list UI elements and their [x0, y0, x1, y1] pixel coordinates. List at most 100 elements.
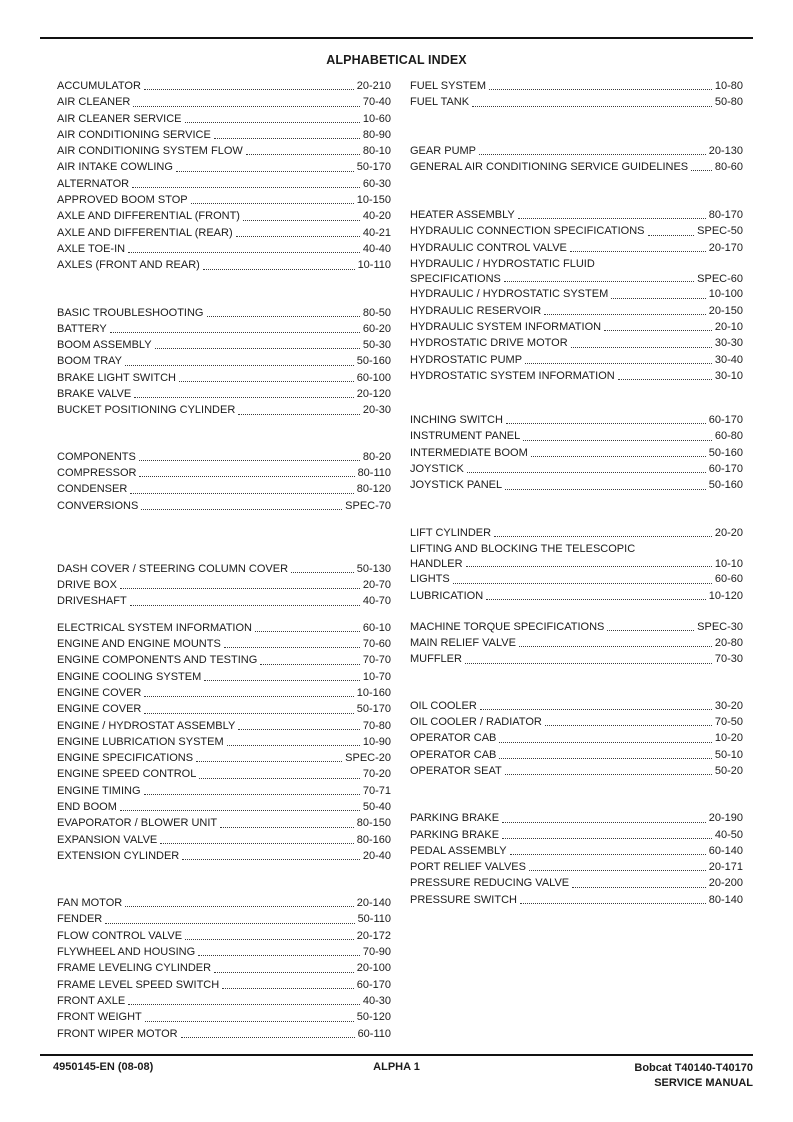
index-entry: BUCKET POSITIONING CYLINDER 20-30 [57, 402, 391, 418]
index-entry: INSTRUMENT PANEL 60-80 [410, 428, 743, 444]
index-entry-title: OIL COOLER [410, 699, 477, 712]
index-entry-title: SPECIFICATIONS [410, 273, 501, 286]
index-entry-title: PARKING BRAKE [410, 812, 500, 825]
index-entry-title: AXLE AND DIFFERENTIAL (FRONT) [57, 210, 240, 223]
index-entry: OIL COOLER 30-20 [410, 698, 743, 714]
index-entry-title: AXLE TOE-IN [57, 242, 126, 255]
footer-page-label: ALPHA 1 [373, 1061, 420, 1073]
dot-leader [160, 842, 354, 844]
top-rule [40, 37, 753, 39]
index-entry-title: LUBRICATION [410, 589, 484, 602]
page-ref: 40-20 [362, 210, 391, 223]
index-entry: ENGINE COVER 10-160 [57, 685, 391, 701]
index-entry-row: LUBRICATION 10-120 [410, 588, 743, 604]
index-entry: END BOOM 50-40 [57, 799, 391, 815]
index-entry-row: FUEL SYSTEM 10-80 [410, 78, 743, 94]
page-ref: 70-20 [362, 768, 391, 781]
dot-leader [238, 728, 360, 730]
index-section-h: HEATER ASSEMBLY 80-170 HYDRAULIC CONNECTIO… [410, 207, 743, 384]
index-entry: DRIVE BOX 20-70 [57, 577, 391, 593]
page-ref: 10-80 [714, 80, 743, 92]
index-entry: PRESSURE REDUCING VALVE 20-200 [410, 875, 743, 891]
index-entry-title: ENGINE LUBRICATION SYSTEM [57, 735, 224, 748]
index-entry-title: PORT RELIEF VALVES [410, 861, 526, 874]
dot-leader [180, 1036, 355, 1038]
index-entry: FUEL SYSTEM 10-80 [410, 78, 743, 94]
index-entry-row: AXLES (FRONT AND REAR) 10-110 [57, 257, 391, 273]
index-entry: BOOM TRAY 50-160 [57, 353, 391, 369]
index-entry: HYDRAULIC CONNECTION SPECIFICATIONS SPEC-… [410, 223, 743, 239]
index-entry: PRESSURE SWITCH 80-140 [410, 892, 743, 908]
index-entry-row: BATTERY 60-20 [57, 321, 391, 337]
dot-leader [143, 793, 360, 795]
dot-leader [196, 761, 343, 763]
dot-leader [109, 332, 360, 334]
index-entry-title: ENGINE SPEED CONTROL [57, 768, 197, 781]
page-ref: 50-80 [714, 96, 743, 109]
dot-leader [144, 1020, 354, 1022]
index-entry: MAIN RELIEF VALVE 20-80 [410, 635, 743, 651]
index-entry: FLYWHEEL AND HOUSING 70-90 [57, 944, 391, 960]
page-ref: 20-30 [362, 404, 391, 417]
index-entry-row: FUEL TANK 50-80 [410, 94, 743, 110]
dot-leader [499, 741, 712, 743]
page-ref: 50-130 [356, 562, 391, 575]
dot-leader [617, 379, 712, 381]
page-ref: 40-50 [714, 828, 743, 841]
dot-leader [185, 939, 354, 941]
dot-leader [129, 604, 360, 606]
page-ref: 60-30 [362, 177, 391, 190]
dot-leader [175, 170, 354, 172]
index-entry: FRONT WIPER MOTOR 60-110 [57, 1026, 391, 1042]
index-entry-row: COMPONENTS 80-20 [57, 449, 391, 465]
dot-leader [479, 153, 706, 155]
dot-leader [611, 297, 706, 299]
index-entry-title: OPERATOR SEAT [410, 764, 502, 777]
index-section-f2: FUEL SYSTEM 10-80 FUEL TANK 50-80 [410, 78, 743, 111]
index-entry-title: FLOW CONTROL VALVE [57, 929, 183, 942]
index-entry-title: COMPRESSOR [57, 466, 137, 479]
index-entry-row: ENGINE AND ENGINE MOUNTS 70-60 [57, 636, 391, 652]
index-entry-row: FENDER 50-110 [57, 911, 391, 927]
index-entry: ENGINE AND ENGINE MOUNTS 70-60 [57, 636, 391, 652]
page-ref: 60-10 [362, 621, 391, 634]
index-entry-row: EXTENSION CYLINDER 20-40 [57, 848, 391, 864]
dot-leader [607, 630, 695, 632]
page-ref: 50-170 [356, 703, 391, 716]
index-entry: AIR CLEANER SERVICE 10-60 [57, 111, 391, 127]
index-entry: ENGINE TIMING 70-71 [57, 783, 391, 799]
index-section-a: ACCUMULATOR 20-210 AIR CLEANER 70-40 AIR CLE… [57, 78, 391, 274]
dot-leader [125, 906, 354, 908]
page-ref: 50-30 [362, 339, 391, 352]
index-entry-title: BOOM TRAY [57, 355, 122, 368]
index-entry: HYDRAULIC / HYDROSTATIC SYSTEM 10-100 [410, 286, 743, 302]
index-entry: HYDRAULIC SYSTEM INFORMATION 20-10 [410, 319, 743, 335]
index-section-o: OIL COOLER 30-20 OIL COOLER / RADIATOR 70-5… [410, 698, 743, 779]
index-entry: OPERATOR CAB 10-20 [410, 730, 743, 746]
index-entry: ACCUMULATOR 20-210 [57, 78, 391, 94]
page-ref: 70-40 [362, 96, 391, 109]
index-entry-title: ENGINE COVER [57, 703, 142, 716]
index-entry: LIGHTS 60-60 [410, 571, 743, 587]
index-entry-row: HYDRAULIC CONNECTION SPECIFICATIONS SPEC-… [410, 223, 743, 239]
page-ref: 50-10 [714, 748, 743, 761]
index-entry-title: DRIVE BOX [57, 579, 117, 592]
index-entry: FAN MOTOR 20-140 [57, 895, 391, 911]
index-entry: FRAME LEVEL SPEED SWITCH 60-170 [57, 977, 391, 993]
index-entry-title: COMPONENTS [57, 450, 136, 463]
index-entry-title: HYDROSTATIC PUMP [410, 353, 523, 366]
footer-manual-line1: Bobcat T40140-T40170 [634, 1062, 753, 1074]
dot-leader [141, 508, 343, 510]
index-section-m: MACHINE TORQUE SPECIFICATIONS SPEC-30 MAIN… [410, 619, 743, 668]
dot-leader [138, 459, 360, 461]
page-ref: 60-170 [356, 978, 391, 991]
index-entry-title: PRESSURE SWITCH [410, 893, 517, 906]
index-entry-row: FRONT AXLE 40-30 [57, 993, 391, 1009]
dot-leader [472, 105, 712, 107]
index-entry: FRAME LEVELING CYLINDER 20-100 [57, 960, 391, 976]
index-entry-row: ACCUMULATOR 20-210 [57, 78, 391, 94]
index-entry-row: HYDRAULIC RESERVOIR 20-150 [410, 303, 743, 319]
index-entry-row: JOYSTICK 60-170 [410, 461, 743, 477]
page-ref: 80-170 [708, 209, 743, 222]
